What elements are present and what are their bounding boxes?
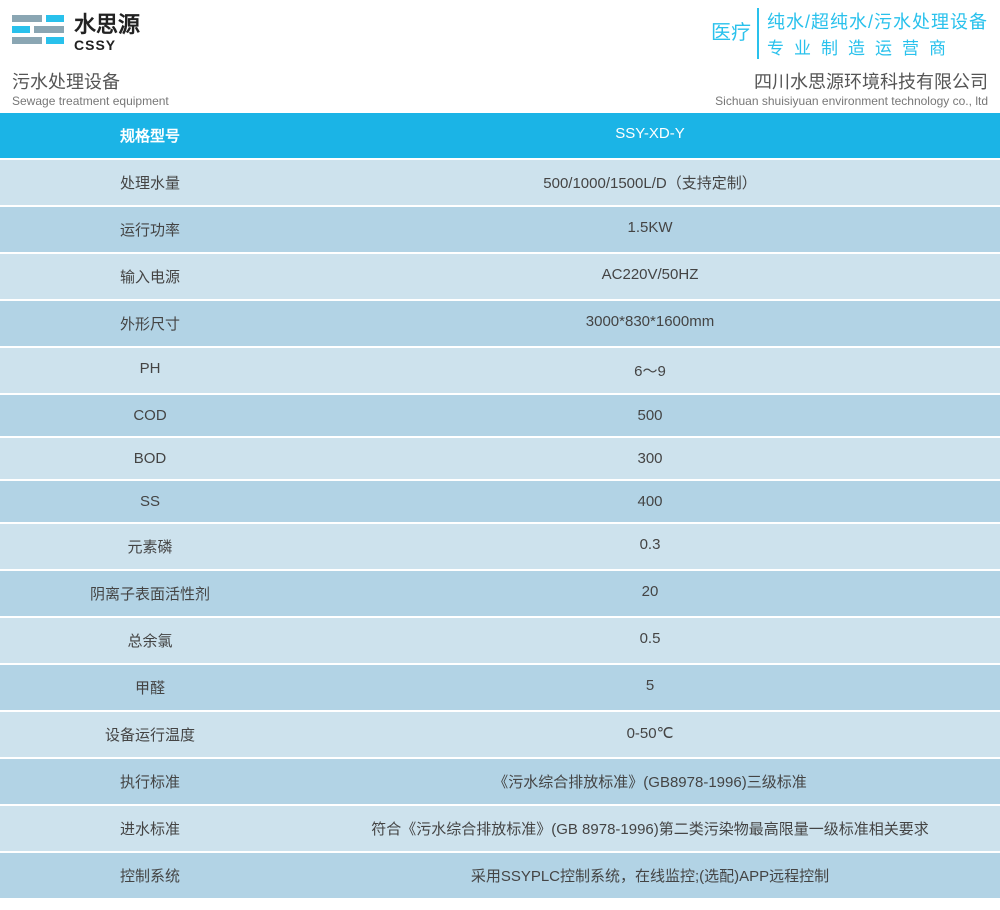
company-name-cn: 四川水思源环境科技有限公司 (715, 68, 988, 94)
logo-block: 水思源 CSSY (12, 13, 140, 53)
table-cell-value: 500 (300, 395, 1000, 436)
header-right: 医疗 纯水/超纯水/污水处理设备 专业制造运营商 (711, 8, 988, 59)
table-header-label: 规格型号 (0, 113, 300, 158)
product-category-cn: 污水处理设备 (12, 68, 169, 94)
table-cell-value: 0-50℃ (300, 712, 1000, 757)
table-cell-label: 甲醛 (0, 665, 300, 710)
table-row: 设备运行温度0-50℃ (0, 712, 1000, 759)
table-cell-value: 20 (300, 571, 1000, 616)
table-row: 进水标准符合《污水综合排放标准》(GB 8978-1996)第二类污染物最高限量… (0, 806, 1000, 853)
table-cell-label: COD (0, 395, 300, 436)
header-tagline: 纯水/超纯水/污水处理设备 专业制造运营商 (767, 8, 988, 59)
table-row: 控制系统采用SSYPLC控制系统，在线监控;(选配)APP远程控制 (0, 853, 1000, 900)
table-row: 外形尺寸3000*830*1600mm (0, 301, 1000, 348)
table-cell-label: 执行标准 (0, 759, 300, 804)
table-cell-label: 设备运行温度 (0, 712, 300, 757)
subheader-right: 四川水思源环境科技有限公司 Sichuan shuisiyuan environ… (715, 68, 988, 108)
table-cell-label: 处理水量 (0, 160, 300, 205)
table-row: 阴离子表面活性剂20 (0, 571, 1000, 618)
table-row: 总余氯0.5 (0, 618, 1000, 665)
subheader: 污水处理设备 Sewage treatment equipment 四川水思源环… (0, 64, 1000, 113)
logo-text-en: CSSY (74, 37, 140, 53)
logo-text: 水思源 CSSY (74, 13, 140, 53)
table-cell-label: PH (0, 348, 300, 393)
table-cell-label: 阴离子表面活性剂 (0, 571, 300, 616)
table-cell-value: 500/1000/1500L/D（支持定制） (300, 160, 1000, 205)
table-cell-value: 3000*830*1600mm (300, 301, 1000, 346)
company-name-en: Sichuan shuisiyuan environment technolog… (715, 94, 988, 108)
table-row: 处理水量500/1000/1500L/D（支持定制） (0, 160, 1000, 207)
table-row: COD500 (0, 395, 1000, 438)
logo-text-cn: 水思源 (74, 13, 140, 37)
table-cell-value: 符合《污水综合排放标准》(GB 8978-1996)第二类污染物最高限量一级标准… (300, 806, 1000, 851)
table-body: 处理水量500/1000/1500L/D（支持定制）运行功率1.5KW输入电源A… (0, 160, 1000, 900)
table-row: 甲醛5 (0, 665, 1000, 712)
table-header-row: 规格型号 SSY-XD-Y (0, 113, 1000, 160)
table-cell-label: 元素磷 (0, 524, 300, 569)
table-cell-value: 6～9 (300, 348, 1000, 393)
logo-icon (12, 13, 64, 53)
table-header-value: SSY-XD-Y (300, 113, 1000, 158)
table-cell-value: 0.3 (300, 524, 1000, 569)
spec-table: 规格型号 SSY-XD-Y 处理水量500/1000/1500L/D（支持定制）… (0, 113, 1000, 900)
table-row: 输入电源AC220V/50HZ (0, 254, 1000, 301)
table-row: BOD300 (0, 438, 1000, 481)
product-category-en: Sewage treatment equipment (12, 94, 169, 108)
header-vertical-label: 医疗 (711, 8, 759, 59)
table-cell-label: 进水标准 (0, 806, 300, 851)
page-header: 水思源 CSSY 医疗 纯水/超纯水/污水处理设备 专业制造运营商 (0, 0, 1000, 64)
table-cell-value: 300 (300, 438, 1000, 479)
table-cell-value: AC220V/50HZ (300, 254, 1000, 299)
table-cell-label: BOD (0, 438, 300, 479)
table-cell-label: 控制系统 (0, 853, 300, 898)
table-row: SS400 (0, 481, 1000, 524)
table-cell-value: 采用SSYPLC控制系统，在线监控;(选配)APP远程控制 (300, 853, 1000, 898)
table-cell-value: 400 (300, 481, 1000, 522)
table-cell-value: 0.5 (300, 618, 1000, 663)
table-cell-label: 外形尺寸 (0, 301, 300, 346)
table-cell-label: 总余氯 (0, 618, 300, 663)
table-row: 元素磷0.3 (0, 524, 1000, 571)
subheader-left: 污水处理设备 Sewage treatment equipment (12, 68, 169, 108)
table-cell-label: 输入电源 (0, 254, 300, 299)
table-cell-value: 1.5KW (300, 207, 1000, 252)
tagline-line2: 专业制造运营商 (767, 34, 988, 59)
tagline-line1: 纯水/超纯水/污水处理设备 (767, 8, 988, 34)
table-row: 运行功率1.5KW (0, 207, 1000, 254)
table-cell-value: 5 (300, 665, 1000, 710)
table-row: PH6～9 (0, 348, 1000, 395)
table-cell-label: SS (0, 481, 300, 522)
table-cell-value: 《污水综合排放标准》(GB8978-1996)三级标准 (300, 759, 1000, 804)
table-row: 执行标准《污水综合排放标准》(GB8978-1996)三级标准 (0, 759, 1000, 806)
table-cell-label: 运行功率 (0, 207, 300, 252)
